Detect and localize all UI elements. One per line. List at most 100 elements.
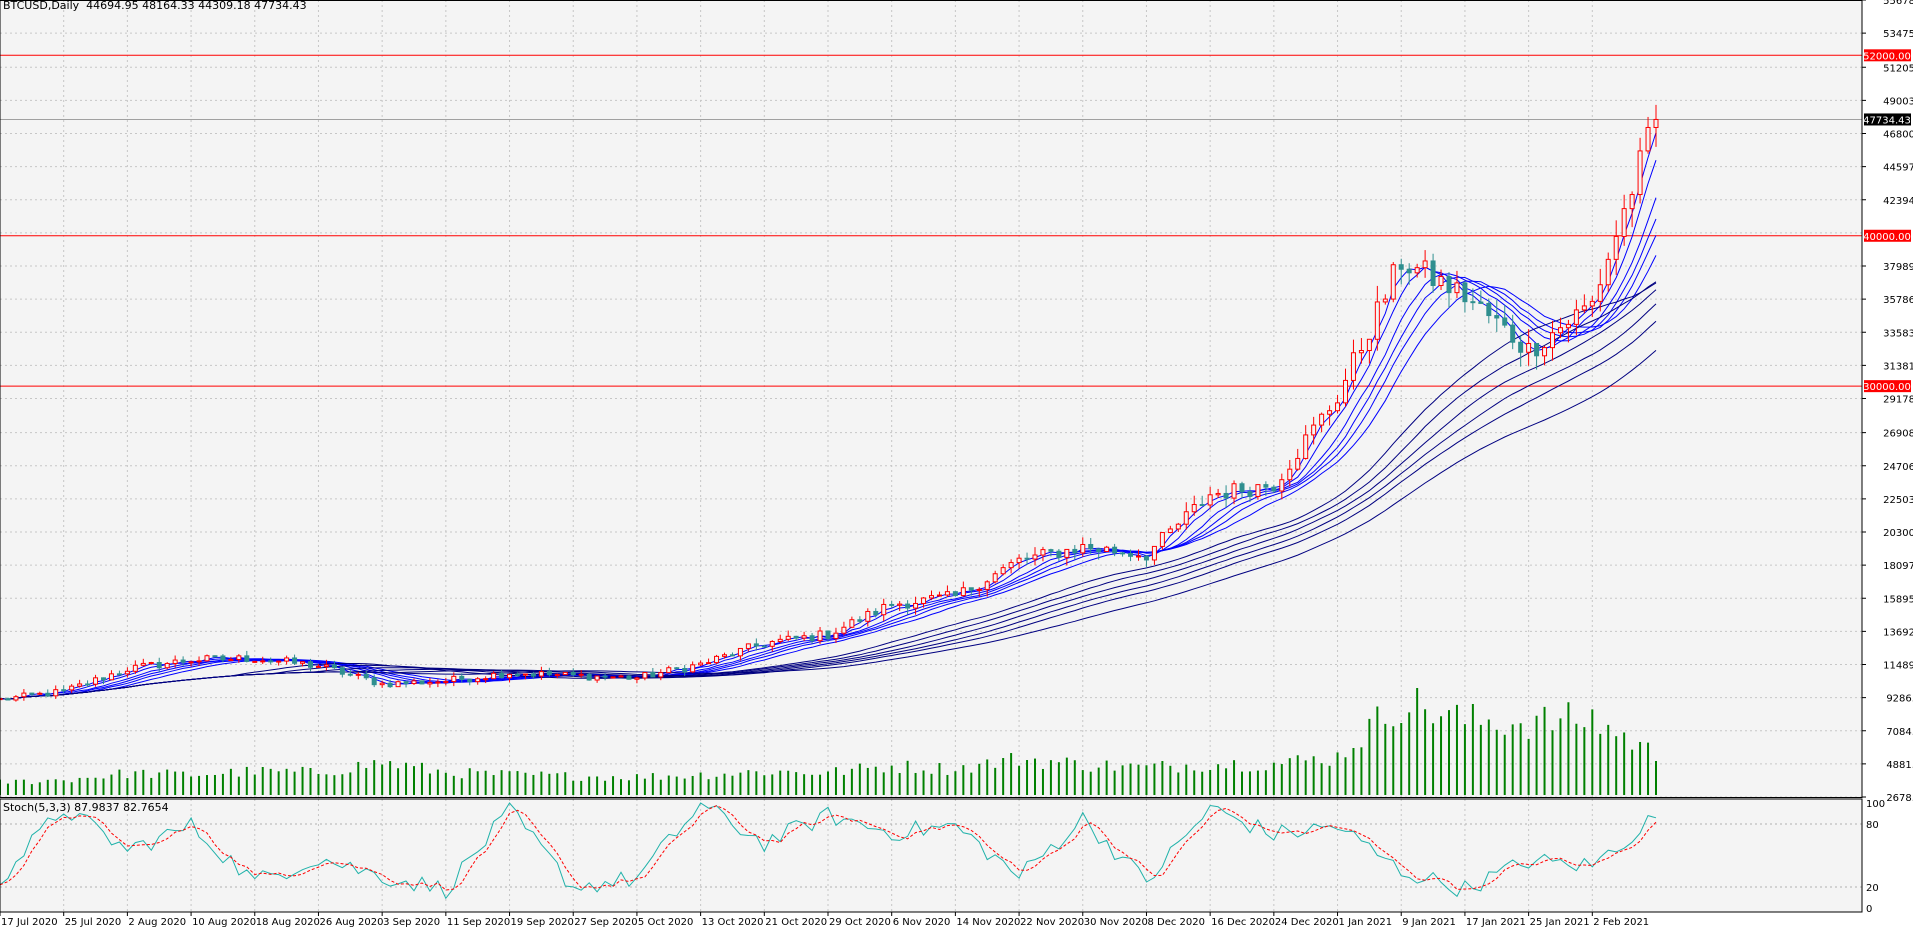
level-tag-label: 52000.00 bbox=[1863, 51, 1911, 62]
candle-body bbox=[1143, 555, 1149, 561]
price-tick-label: 7084.05 bbox=[1886, 727, 1913, 738]
candle-body bbox=[1056, 550, 1062, 558]
candle-body bbox=[1414, 267, 1420, 274]
price-tick-label: 4881.30 bbox=[1886, 760, 1913, 771]
candle-body bbox=[1565, 323, 1571, 329]
moving-average-line bbox=[0, 282, 1657, 700]
stochastic-signal-line bbox=[0, 805, 1657, 891]
candle-body bbox=[729, 654, 735, 657]
candle-body bbox=[1621, 208, 1627, 237]
candle-body bbox=[188, 661, 194, 664]
price-tick-label: 26908.80 bbox=[1883, 429, 1913, 440]
candle-body bbox=[1629, 194, 1635, 210]
time-tick-label: 10 Aug 2020 bbox=[192, 917, 256, 928]
candle-body bbox=[1637, 150, 1643, 196]
candle-body bbox=[467, 678, 473, 683]
candle-body bbox=[1613, 235, 1619, 260]
candle-body bbox=[355, 673, 361, 676]
time-tick-label: 9 Jan 2021 bbox=[1402, 917, 1456, 928]
candle-body bbox=[881, 603, 887, 616]
time-tick-label: 5 Oct 2020 bbox=[638, 917, 693, 928]
candle-body bbox=[1422, 260, 1428, 269]
level-tag-box bbox=[1864, 49, 1911, 62]
stochastic-lines bbox=[0, 802, 1862, 900]
candle-body bbox=[849, 619, 855, 628]
candle-body bbox=[690, 664, 696, 673]
stochastic-panel-border bbox=[0, 798, 1863, 913]
candle-body bbox=[1096, 548, 1102, 553]
candle-body bbox=[578, 673, 584, 676]
stochastic-tick-label: 100 bbox=[1866, 799, 1885, 810]
candle-body bbox=[546, 671, 552, 676]
time-tick-label: 30 Nov 2020 bbox=[1084, 917, 1148, 928]
candle-body bbox=[586, 673, 592, 681]
candle-body bbox=[1438, 276, 1444, 287]
candle-body bbox=[45, 692, 51, 697]
candle-body bbox=[483, 678, 489, 681]
price-tick-label: 20300.55 bbox=[1883, 528, 1913, 539]
price-tick-label: 44597.55 bbox=[1883, 163, 1913, 174]
candle-body bbox=[507, 673, 513, 679]
candle-body bbox=[37, 692, 43, 695]
candle-body bbox=[1327, 410, 1333, 415]
time-tick-label: 22 Nov 2020 bbox=[1020, 917, 1084, 928]
candle-body bbox=[1573, 309, 1579, 325]
candle-body bbox=[976, 588, 982, 591]
candle-body bbox=[1518, 341, 1524, 353]
candle-body bbox=[331, 664, 337, 669]
candle-body bbox=[1470, 301, 1476, 304]
horizontal-levels[interactable] bbox=[0, 54, 1862, 387]
candle-body bbox=[610, 676, 616, 679]
candle-body bbox=[1191, 504, 1197, 513]
level-tag-box bbox=[1864, 229, 1911, 242]
candle-body bbox=[530, 673, 536, 677]
candle-body bbox=[841, 626, 847, 634]
candle-body bbox=[968, 587, 974, 591]
candle-body bbox=[499, 672, 505, 679]
time-tick-label: 24 Dec 2020 bbox=[1275, 917, 1339, 928]
candle-body bbox=[682, 667, 688, 673]
time-tick-label: 17 Jul 2020 bbox=[1, 917, 58, 928]
price-tick-label: 24706.05 bbox=[1883, 462, 1913, 473]
candle-body bbox=[101, 677, 106, 681]
time-tick-label: 3 Sep 2020 bbox=[383, 917, 440, 928]
candle-body bbox=[1366, 338, 1372, 351]
moving-average-line bbox=[0, 255, 1657, 700]
candle-body bbox=[1605, 258, 1611, 286]
candle-body bbox=[371, 677, 377, 686]
candle-body bbox=[658, 672, 664, 678]
candle-body bbox=[268, 660, 274, 663]
candle-body bbox=[1526, 342, 1532, 353]
candle-body bbox=[1446, 276, 1452, 294]
candle-body bbox=[1406, 268, 1412, 274]
time-tick-label: 29 Oct 2020 bbox=[829, 917, 891, 928]
candle-body bbox=[873, 610, 879, 616]
candle-body bbox=[1231, 483, 1237, 499]
candle-body bbox=[944, 591, 950, 596]
time-tick-label: 13 Oct 2020 bbox=[702, 917, 764, 928]
candle-body bbox=[666, 667, 672, 674]
candle-body bbox=[315, 665, 321, 668]
price-axis[interactable]: 2678.55 4881.30 7084.05 9286.80 11489.55 1369… bbox=[1862, 0, 1913, 804]
price-tick-label: 13692.30 bbox=[1883, 627, 1913, 638]
price-tick-label: 31381.05 bbox=[1883, 361, 1913, 372]
candle-body bbox=[1398, 264, 1404, 270]
price-tick-label: 29178.30 bbox=[1883, 395, 1913, 406]
time-tick-label: 14 Nov 2020 bbox=[956, 917, 1020, 928]
time-axis[interactable]: 17 Jul 2020 25 Jul 2020 2 Aug 2020 10 Aug 2… bbox=[0, 912, 1649, 928]
candle-body bbox=[753, 643, 759, 647]
candle-body bbox=[403, 681, 409, 685]
candle-body bbox=[913, 602, 919, 609]
candle-body bbox=[411, 680, 417, 685]
price-tick-label: 11489.55 bbox=[1883, 661, 1913, 672]
candle-body bbox=[777, 638, 783, 642]
candle-body bbox=[889, 603, 895, 606]
candle-body bbox=[13, 696, 19, 701]
time-tick-label: 18 Aug 2020 bbox=[256, 917, 320, 928]
stochastic-main-line bbox=[0, 802, 1657, 900]
candle-body bbox=[387, 682, 393, 688]
candle-body bbox=[714, 655, 720, 664]
moving-average-line bbox=[0, 350, 1657, 700]
candle-body bbox=[1303, 434, 1309, 459]
